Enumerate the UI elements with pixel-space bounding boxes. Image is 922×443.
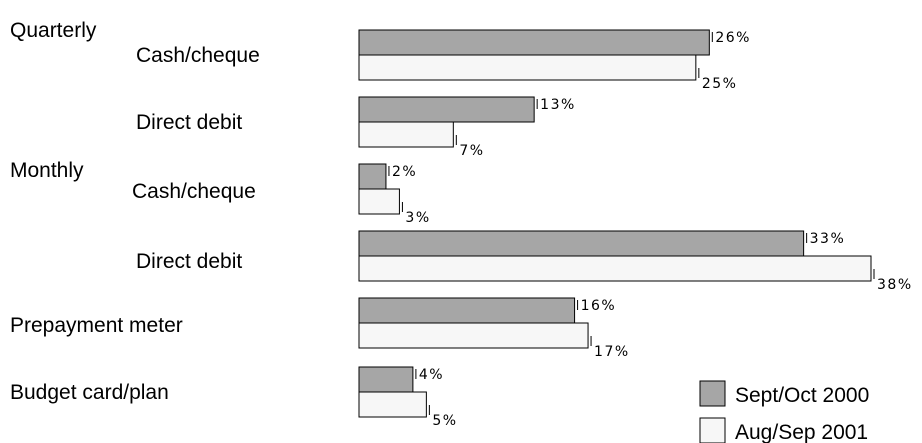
category-label: Direct debit bbox=[136, 250, 242, 273]
value-label: 17% bbox=[594, 344, 630, 360]
group-label-quarterly: Quarterly bbox=[10, 19, 97, 42]
bar-series-1 bbox=[358, 96, 535, 123]
legend-swatch bbox=[699, 380, 726, 407]
legend-entry: Aug/Sep 2001 bbox=[735, 421, 868, 443]
value-label: 13% bbox=[540, 97, 576, 113]
category-label: Prepayment meter bbox=[10, 314, 183, 337]
legend-swatch bbox=[699, 417, 726, 443]
bar-series-1 bbox=[358, 230, 805, 257]
value-label: 4% bbox=[419, 367, 444, 383]
bar-series-2 bbox=[358, 188, 400, 215]
group-label-monthly: Monthly bbox=[10, 159, 84, 182]
bar-series-1 bbox=[358, 29, 710, 56]
value-label: 2% bbox=[392, 164, 417, 180]
value-label: 16% bbox=[581, 298, 617, 314]
bar-series-2 bbox=[358, 255, 872, 282]
legend-entry: Sept/Oct 2000 bbox=[735, 384, 869, 407]
value-label: 3% bbox=[405, 210, 430, 226]
value-label: 38% bbox=[877, 277, 913, 293]
category-label: Cash/cheque bbox=[132, 180, 256, 203]
value-label: 5% bbox=[432, 413, 457, 429]
category-labels: Quarterly Monthly Cash/cheque Direct debit C… bbox=[10, 19, 260, 404]
bar-series-2 bbox=[358, 391, 427, 418]
bar-series-1 bbox=[358, 366, 414, 393]
bar-series-2 bbox=[358, 322, 589, 349]
bars: 26% 13% 2% 33% 16% 4% 25% 7% 3% 38% 17% 5% bbox=[358, 29, 913, 429]
bar-series-1 bbox=[358, 297, 576, 324]
value-label: 7% bbox=[459, 143, 484, 159]
bar-series-2 bbox=[358, 54, 697, 81]
legend: Sept/Oct 2000 Aug/Sep 2001 bbox=[699, 380, 869, 443]
bar-series-1 bbox=[358, 163, 387, 190]
category-label: Budget card/plan bbox=[10, 381, 169, 404]
value-label: 26% bbox=[715, 30, 751, 46]
category-label: Cash/cheque bbox=[136, 44, 260, 67]
value-label: 25% bbox=[702, 76, 738, 92]
bar-series-2 bbox=[358, 121, 454, 148]
value-label: 33% bbox=[810, 231, 846, 247]
category-label: Direct debit bbox=[136, 111, 242, 134]
